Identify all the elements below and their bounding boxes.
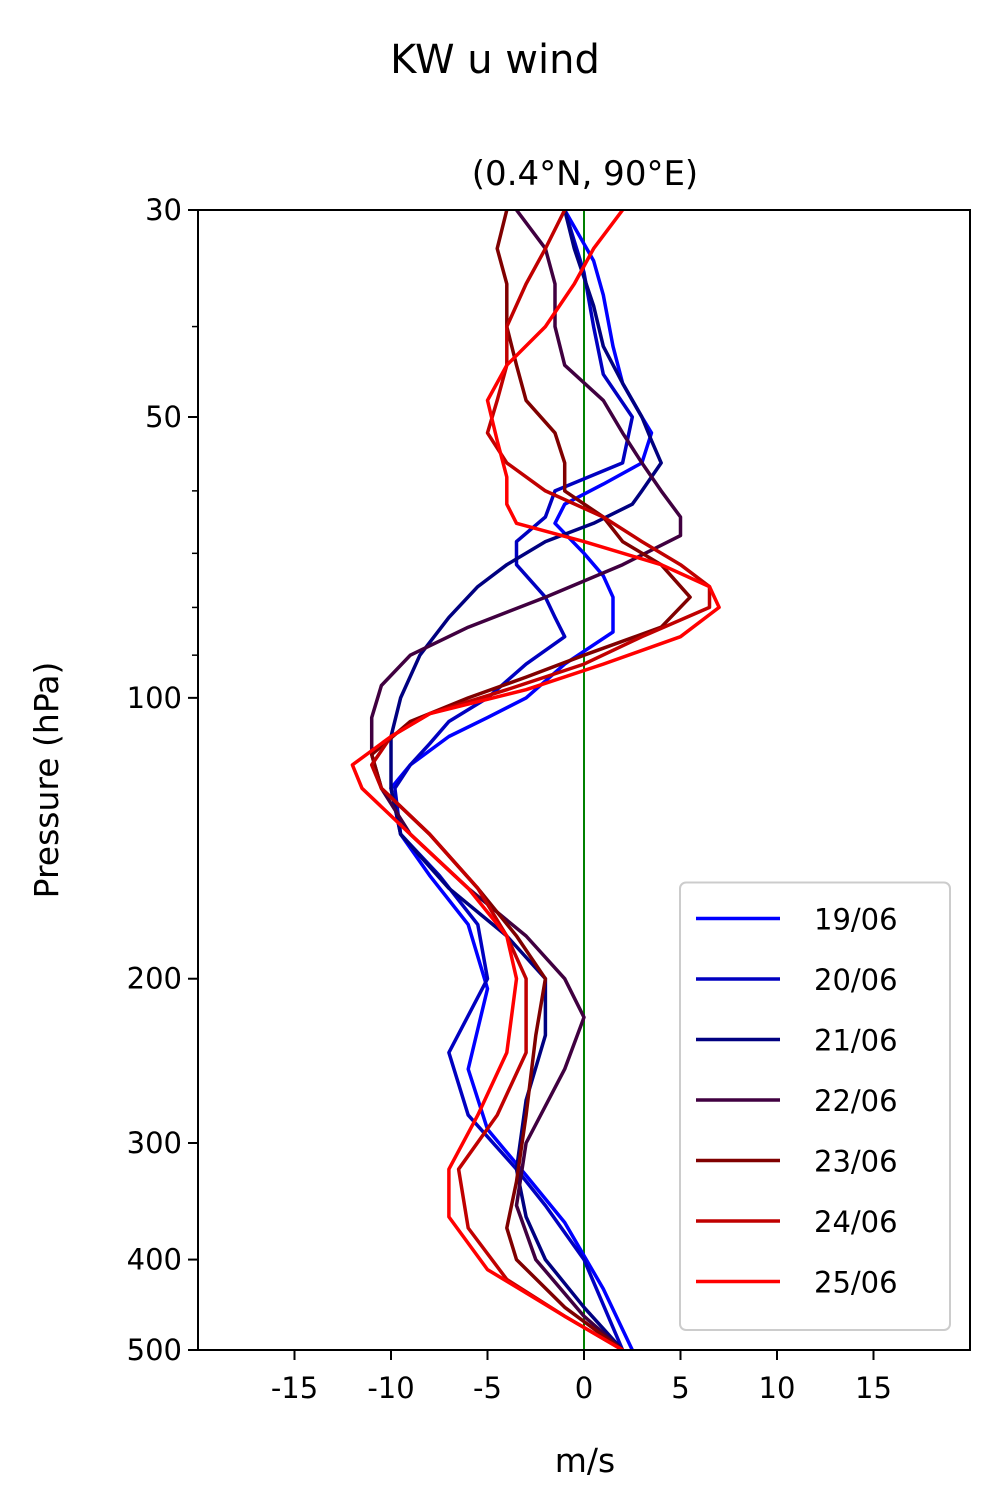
y-tick-label: 500 <box>127 1333 182 1367</box>
legend-entry: 19/06 <box>814 903 898 937</box>
series-line-22-06 <box>369 210 683 1350</box>
y-tick-label: 100 <box>127 681 182 715</box>
y-axis-label: Pressure (hPa) <box>27 662 66 899</box>
x-tick-label: -5 <box>473 1371 502 1405</box>
legend-entry: 22/06 <box>814 1084 898 1118</box>
legend-entry: 20/06 <box>814 963 898 997</box>
chart-title: KW u wind <box>390 37 600 83</box>
y-tick-label: 400 <box>127 1243 182 1277</box>
series-line-23-06 <box>369 210 692 1350</box>
x-tick-label: 15 <box>855 1371 892 1405</box>
y-tick-label: 300 <box>127 1126 182 1160</box>
legend-entry: 24/06 <box>814 1205 898 1239</box>
y-tick-label: 30 <box>145 193 182 227</box>
legend-entry: 23/06 <box>814 1145 898 1179</box>
x-tick-label: -10 <box>367 1371 414 1405</box>
x-axis-label: m/s <box>555 1441 615 1480</box>
legend-entry: 25/06 <box>814 1266 898 1300</box>
series-line-25-06 <box>350 210 721 1350</box>
x-tick-label: -15 <box>271 1371 318 1405</box>
legend-box <box>679 881 951 1331</box>
y-tick-label: 200 <box>127 962 182 996</box>
series-line-24-06 <box>369 210 712 1350</box>
y-tick-label: 50 <box>145 400 182 434</box>
x-tick-label: 5 <box>671 1371 689 1405</box>
series-line-21-06 <box>389 210 663 1350</box>
x-tick-label: 0 <box>575 1371 593 1405</box>
legend-entry: 21/06 <box>814 1024 898 1058</box>
chart-subtitle: (0.4°N, 90°E) <box>472 154 698 194</box>
series-line-20-06 <box>393 210 635 1350</box>
x-tick-label: 10 <box>759 1371 796 1405</box>
legend: 19/06 20/06 21/06 22/06 23/06 24/06 25/06 <box>679 881 951 1331</box>
